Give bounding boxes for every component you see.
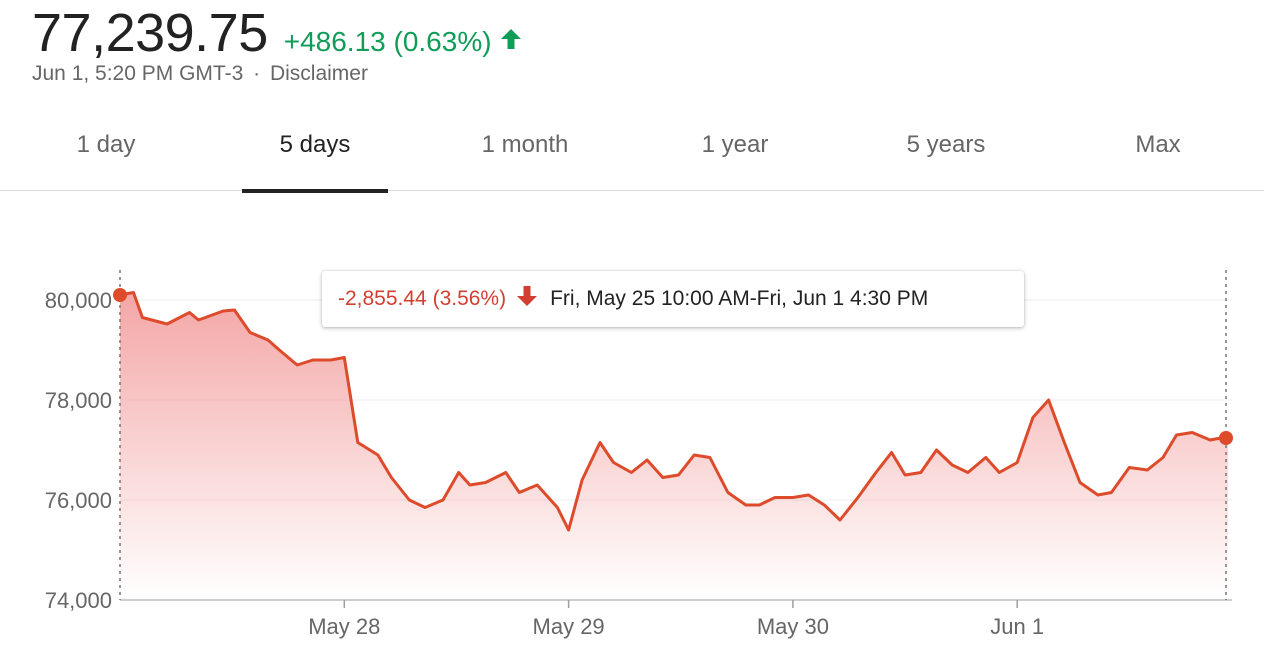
y-tick-label: 74,000	[45, 588, 112, 613]
arrow-up-icon	[500, 26, 522, 58]
tab-1-year[interactable]: 1 year	[701, 131, 769, 158]
x-tick-label: May 29	[533, 614, 605, 639]
price-line	[118, 291, 1230, 532]
tab-1-month[interactable]: 1 month	[481, 131, 569, 158]
price-change: +486.13 (0.63%)	[284, 26, 522, 58]
x-tick-label: Jun 1	[990, 614, 1044, 639]
quote-timestamp: Jun 1, 5:20 PM GMT-3	[32, 62, 244, 85]
selection-start-point[interactable]	[113, 288, 127, 302]
arrow-down-icon	[516, 284, 538, 314]
y-tick-label: 76,000	[45, 488, 112, 513]
range-change-value: -2,855.44 (3.56%)	[338, 287, 507, 310]
tab-1-day[interactable]: 1 day	[76, 131, 136, 158]
y-tick-label: 78,000	[45, 388, 112, 413]
x-tick-label: May 28	[308, 614, 380, 639]
quote-meta: Jun 1, 5:20 PM GMT-3 · Disclaimer	[32, 62, 368, 86]
meta-separator: ·	[253, 62, 261, 85]
area-fill	[120, 292, 1228, 600]
price-chart[interactable]: 74,000 76,000 78,000 80,000 May 28 May 29 May …	[0, 192, 1264, 672]
x-tick-label: May 30	[757, 614, 829, 639]
range-tooltip: -2,855.44 (3.56%) Fri, May 25 10:00 AM-F…	[322, 271, 1024, 327]
tab-5-years[interactable]: 5 years	[906, 131, 986, 158]
y-tick-label: 80,000	[45, 288, 112, 313]
quote-header: 77,239.75 +486.13 (0.63%)	[32, 2, 522, 64]
price-change-value: +486.13 (0.63%)	[283, 26, 492, 57]
tab-5-days[interactable]: 5 days	[242, 100, 388, 193]
range-dates: Fri, May 25 10:00 AM-Fri, Jun 1 4:30 PM	[550, 287, 929, 310]
current-price: 77,239.75	[32, 3, 268, 63]
range-tabs: 1 day 5 days 1 month 1 year 5 years Max	[0, 100, 1264, 193]
tab-max[interactable]: Max	[1135, 131, 1181, 158]
selection-end-point[interactable]	[1219, 431, 1233, 445]
disclaimer-link[interactable]: Disclaimer	[269, 62, 368, 85]
